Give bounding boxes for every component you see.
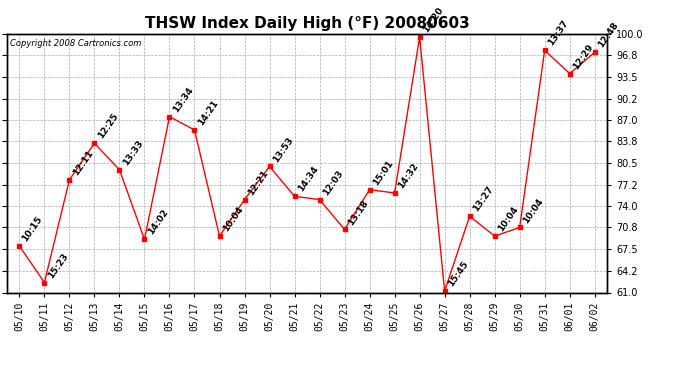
Text: 13:37: 13:37 [546, 19, 570, 48]
Text: 10:04: 10:04 [221, 205, 245, 233]
Text: 12:25: 12:25 [96, 112, 119, 141]
Text: 14:21: 14:21 [196, 99, 219, 127]
Text: 12:11: 12:11 [71, 148, 95, 177]
Text: 14:02: 14:02 [146, 208, 170, 237]
Text: 12:21: 12:21 [246, 168, 270, 197]
Text: 14:20: 14:20 [421, 6, 445, 34]
Text: 14:34: 14:34 [296, 165, 320, 194]
Text: 10:15: 10:15 [21, 215, 45, 243]
Text: 15:01: 15:01 [371, 158, 395, 187]
Text: 10:04: 10:04 [521, 196, 545, 225]
Title: THSW Index Daily High (°F) 20080603: THSW Index Daily High (°F) 20080603 [145, 16, 469, 31]
Text: 14:32: 14:32 [396, 162, 420, 190]
Text: 12:48: 12:48 [596, 21, 620, 50]
Text: 13:53: 13:53 [271, 135, 295, 164]
Text: Copyright 2008 Cartronics.com: Copyright 2008 Cartronics.com [10, 39, 141, 48]
Text: 12:29: 12:29 [571, 42, 595, 71]
Text: 10:04: 10:04 [496, 205, 520, 233]
Text: 15:23: 15:23 [46, 251, 70, 280]
Text: 12:03: 12:03 [321, 168, 345, 197]
Text: 13:27: 13:27 [471, 185, 495, 213]
Text: 13:34: 13:34 [171, 85, 195, 114]
Text: 15:45: 15:45 [446, 260, 470, 288]
Text: 13:33: 13:33 [121, 138, 145, 167]
Text: 13:18: 13:18 [346, 198, 370, 227]
